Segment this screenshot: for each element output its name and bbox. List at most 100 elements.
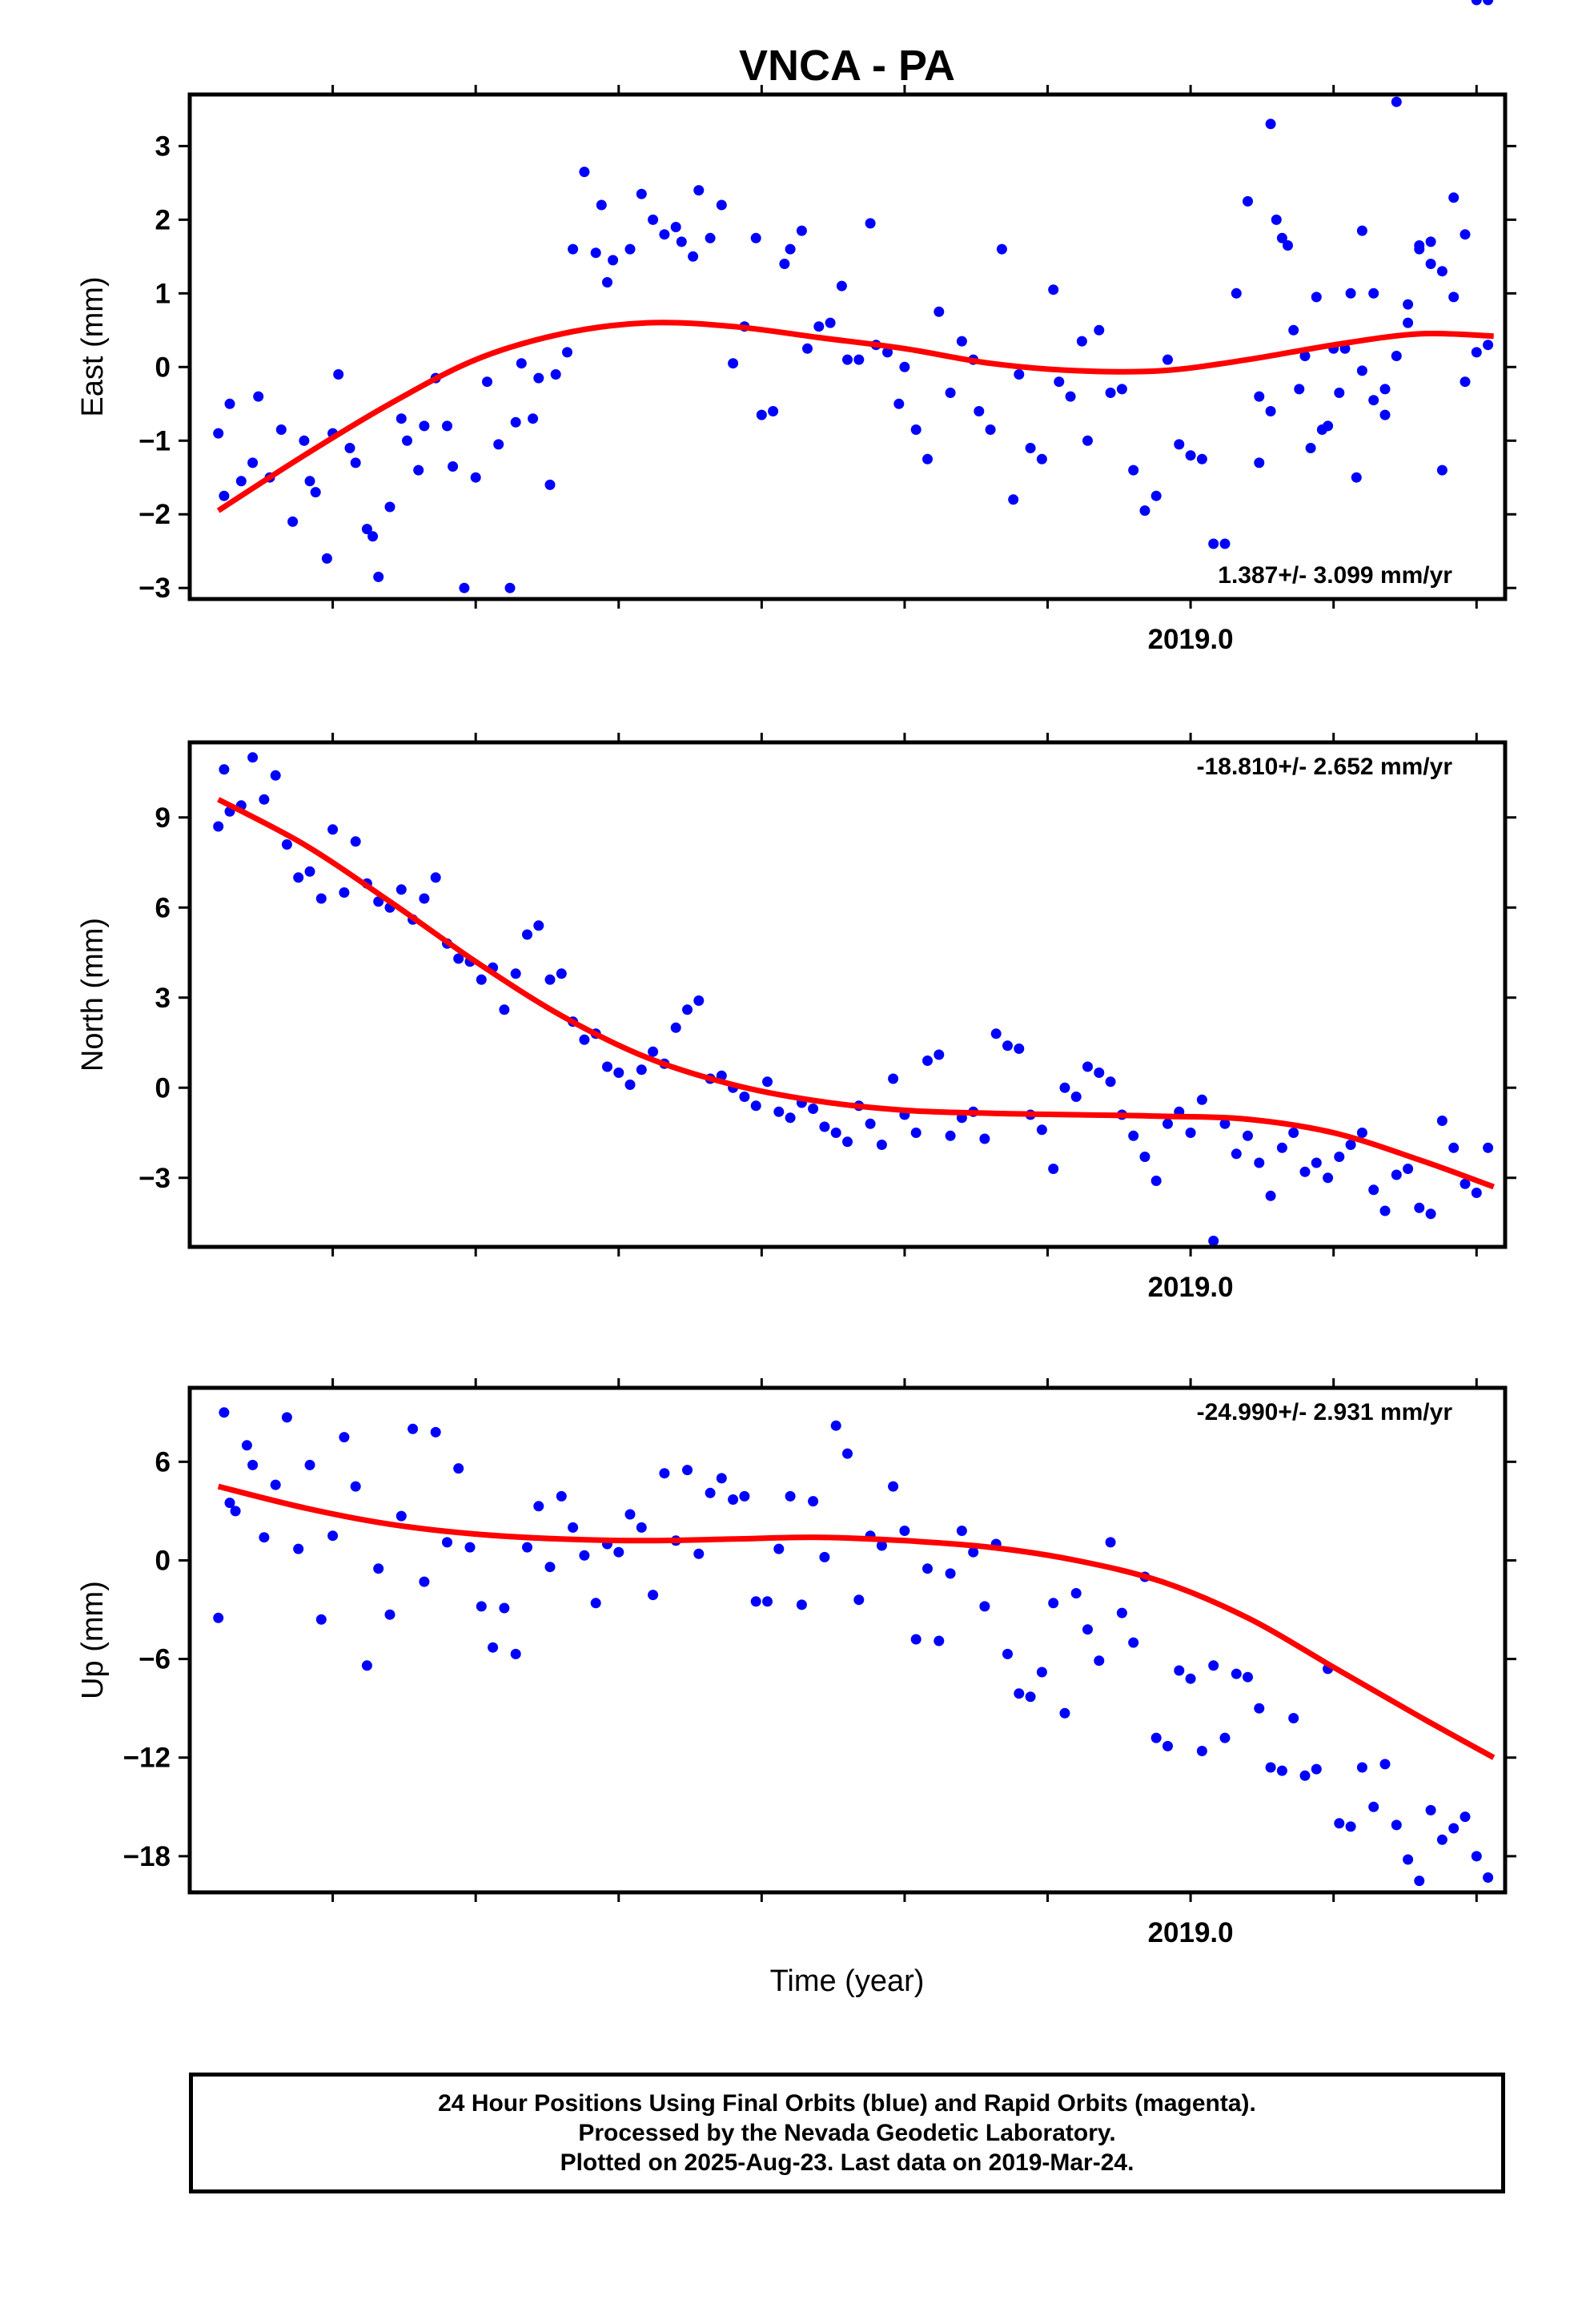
up-data-point: [533, 1501, 544, 1512]
up-data-point: [1105, 1537, 1116, 1548]
north-data-point: [1139, 1152, 1150, 1162]
up-data-point: [1311, 1763, 1322, 1775]
north-data-point: [1391, 1169, 1402, 1180]
up-data-point: [327, 1530, 339, 1542]
east-data-point: [1254, 391, 1265, 402]
up-data-point: [1368, 1801, 1379, 1812]
east-data-point: [219, 490, 230, 501]
north-data-point: [830, 1128, 841, 1138]
north-data-point: [1425, 1208, 1436, 1220]
east-data-point: [1483, 0, 1494, 6]
north-data-point: [1231, 1148, 1242, 1160]
north-data-point: [750, 1100, 761, 1112]
east-data-point: [670, 222, 681, 232]
up-data-point: [910, 1634, 921, 1645]
up-data-point: [1345, 1821, 1356, 1832]
east-data-point: [1316, 424, 1327, 435]
east-data-point: [247, 457, 259, 468]
north-data-point: [682, 1004, 693, 1015]
up-data-point: [1483, 1872, 1494, 1883]
north-y-tick-label: −3: [139, 1163, 171, 1194]
up-data-point: [224, 1498, 235, 1509]
up-data-point: [304, 1459, 315, 1470]
up-data-point: [361, 1660, 372, 1671]
north-data-point: [1128, 1130, 1139, 1141]
up-data-point: [830, 1420, 841, 1431]
up-data-point: [544, 1562, 556, 1573]
up-data-point: [488, 1642, 499, 1653]
east-data-point: [1471, 347, 1482, 358]
up-data-point: [1414, 1876, 1425, 1887]
east-x-tick-label: 2019.0: [1148, 624, 1234, 655]
up-fit-line: [217, 1483, 1496, 1760]
north-y-tick-label: 0: [155, 1072, 171, 1104]
north-data-point: [1105, 1076, 1116, 1088]
north-rate-label: -18.810+/- 2.652 mm/yr: [1197, 754, 1453, 780]
east-data-point: [728, 358, 739, 369]
up-data-point: [1208, 1660, 1219, 1671]
north-data-point: [1014, 1043, 1025, 1054]
east-fit-line: [216, 320, 1494, 513]
up-data-point: [1403, 1854, 1414, 1865]
up-data-point: [876, 1540, 887, 1551]
east-data-point: [688, 251, 699, 262]
east-data-point: [544, 479, 556, 490]
east-data-point: [1351, 472, 1362, 483]
north-data-point: [419, 893, 430, 904]
up-data-point: [1425, 1804, 1436, 1815]
east-data-point: [1460, 229, 1471, 240]
east-data-point: [562, 347, 572, 358]
north-data-point: [1483, 1142, 1494, 1153]
north-data-point: [773, 1106, 785, 1117]
panel-north: 2019.0 −3 0 3 6 9 North (mm) -18.810+/- 2.652…: [76, 733, 1516, 1303]
east-data-point: [842, 354, 853, 365]
up-data-point: [270, 1479, 281, 1490]
north-data-point: [819, 1121, 830, 1132]
north-data-point: [613, 1068, 624, 1078]
up-data-point: [979, 1601, 990, 1612]
up-data-point: [1048, 1598, 1059, 1609]
east-data-point: [825, 317, 836, 328]
up-data-point: [819, 1551, 830, 1562]
up-data-point: [384, 1609, 396, 1620]
footer-line-1: 24 Hour Positions Using Final Orbits (bl…: [438, 2090, 1256, 2117]
north-data-point: [934, 1049, 945, 1060]
north-data-point: [1185, 1128, 1196, 1138]
east-data-point: [333, 369, 344, 380]
east-data-point: [384, 501, 396, 513]
east-data-point: [1185, 450, 1196, 461]
up-data-point: [693, 1548, 705, 1559]
chart-title: VNCA - PA: [739, 42, 955, 90]
north-data-point: [1460, 1178, 1471, 1189]
east-data-point: [1231, 287, 1242, 299]
north-data-point: [602, 1061, 612, 1072]
north-data-point: [1196, 1094, 1207, 1105]
up-data-point: [556, 1490, 567, 1502]
east-data-point: [373, 571, 384, 582]
east-data-point: [1436, 464, 1447, 476]
east-data-point: [1334, 388, 1345, 398]
east-data-point: [882, 347, 893, 358]
up-data-point: [934, 1635, 945, 1647]
up-data-point: [613, 1546, 624, 1558]
up-data-point: [1014, 1688, 1025, 1699]
up-data-point: [842, 1448, 853, 1459]
up-data-point: [968, 1546, 979, 1558]
east-data-point: [1116, 384, 1127, 395]
north-data-point: [327, 824, 339, 835]
north-data-point: [1311, 1157, 1322, 1168]
up-data-point: [1276, 1765, 1287, 1776]
east-data-point: [1414, 240, 1425, 251]
east-data-point: [1288, 324, 1299, 336]
north-data-point: [979, 1133, 990, 1144]
north-data-point: [339, 887, 350, 898]
east-data-point: [1448, 192, 1460, 203]
up-data-point: [1082, 1624, 1093, 1635]
east-data-point: [367, 531, 379, 542]
north-data-point: [1059, 1082, 1070, 1093]
east-data-point: [579, 167, 590, 178]
up-data-point: [339, 1432, 350, 1443]
north-data-point: [1070, 1092, 1082, 1102]
up-data-point: [1185, 1673, 1196, 1684]
